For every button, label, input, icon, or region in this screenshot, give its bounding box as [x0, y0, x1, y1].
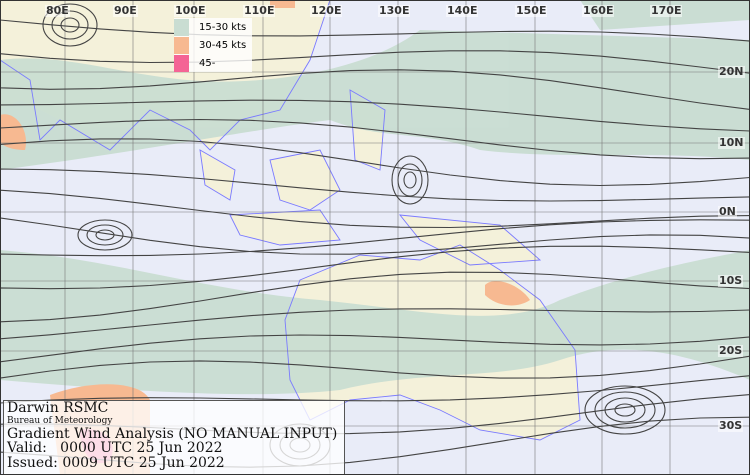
valid-time: Valid: 0000 UTC 25 Jun 2022: [7, 440, 223, 456]
streamline: [0, 138, 750, 187]
latitude-label: 30S: [718, 419, 744, 432]
streamline: [0, 189, 750, 229]
longitude-label: 170E: [650, 4, 683, 17]
streamline: [0, 355, 750, 394]
longitude-label: 80E: [45, 4, 70, 17]
chart-title: Gradient Wind Analysis (NO MANUAL INPUT): [7, 425, 338, 442]
streamline: [584, 385, 666, 435]
legend-swatch: [174, 36, 189, 54]
longitude-label: 90E: [113, 4, 138, 17]
streamline: [0, 271, 750, 323]
streamline: [397, 163, 423, 197]
latitude-label: 0N: [718, 205, 737, 218]
agency-name: Bureau of Meteorology: [7, 415, 113, 426]
streamline: [0, 19, 750, 42]
center-name: Darwin RSMC: [7, 400, 109, 416]
wind-speed-legend: 15-30 kts 30-45 kts 45-: [174, 18, 252, 72]
streamline: [0, 334, 750, 368]
streamline: [0, 118, 750, 160]
streamline: [391, 155, 429, 205]
longitude-label: 100E: [174, 4, 207, 17]
latitude-label: 20N: [718, 65, 745, 78]
streamline: [0, 168, 750, 202]
streamline: [77, 219, 133, 251]
legend-label: 30-45 kts: [199, 39, 247, 51]
streamline: [0, 98, 750, 132]
legend-item: 45-: [174, 54, 252, 72]
streamline: [0, 69, 750, 110]
longitude-label: 110E: [243, 4, 276, 17]
longitude-label: 130E: [378, 4, 411, 17]
streamline: [60, 17, 80, 33]
latitude-label: 10S: [718, 274, 744, 287]
streamline: [0, 217, 750, 255]
issued-time: Issued: 0009 UTC 25 Jun 2022: [7, 454, 225, 471]
streamline: [604, 397, 646, 423]
latitude-label: 10N: [718, 136, 745, 149]
streamline: [0, 308, 750, 342]
latitude-label: 20S: [718, 344, 744, 357]
legend-label: 15-30 kts: [199, 21, 247, 33]
streamline: [0, 375, 750, 420]
longitude-label: 160E: [582, 4, 615, 17]
legend-item: 30-45 kts: [174, 36, 252, 54]
streamline: [0, 245, 750, 290]
longitude-label: 120E: [310, 4, 343, 17]
streamline: [0, 219, 750, 264]
legend-swatch: [174, 54, 189, 72]
streamline: [0, 46, 750, 74]
legend-swatch: [174, 18, 189, 36]
wind-speed-15-30: [0, 0, 750, 395]
longitude-label: 140E: [446, 4, 479, 17]
streamline: [614, 403, 636, 417]
streamline: [86, 224, 124, 246]
streamline: [95, 229, 115, 241]
info-box: Darwin RSMC Bureau of Meteorology Gradie…: [3, 400, 345, 475]
streamline: [403, 171, 417, 189]
legend-item: 15-30 kts: [174, 18, 252, 36]
longitude-label: 150E: [515, 4, 548, 17]
streamline: [594, 391, 656, 429]
legend-label: 45-: [199, 57, 216, 69]
